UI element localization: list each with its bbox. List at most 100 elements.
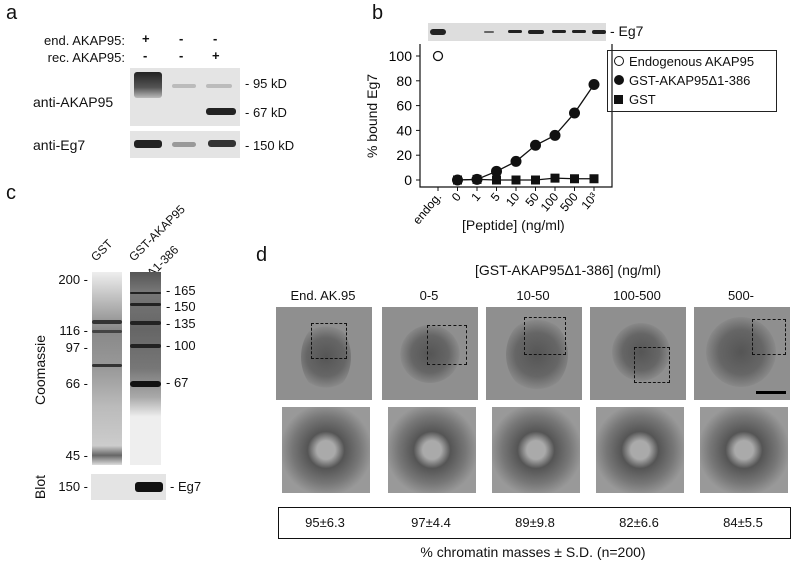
data-point-gst-akap95: [530, 139, 541, 151]
caption: % chromatin masses ± S.D. (n=200): [420, 544, 646, 560]
panel-d-title: [GST-AKAP95Δ1-386] (ng/ml): [475, 262, 661, 278]
data-point-gst: [492, 175, 501, 185]
sign: -: [179, 48, 184, 63]
marker-165: - 165: [166, 283, 196, 298]
chromatin-value: 97±4.4: [411, 515, 451, 530]
y-tick-label: 0: [404, 172, 412, 188]
data-point-gst-akap95: [491, 165, 502, 177]
western-blot-akap95: [130, 68, 240, 126]
zoom-region-box: [427, 325, 467, 365]
x-tick-label: 5: [488, 190, 503, 204]
filled-square-icon: [614, 95, 623, 104]
values-box: [278, 507, 791, 539]
x-tick-label: 500: [557, 190, 581, 215]
marker-150kd: - 150 kD: [245, 138, 295, 153]
sign: +: [212, 48, 220, 63]
panel-label-c: c: [6, 182, 16, 204]
blot-label-akap95: anti-AKAP95: [33, 94, 114, 110]
scale-bar: [756, 391, 786, 394]
y-tick-label: 80: [396, 73, 412, 89]
data-point-gst: [453, 175, 462, 185]
data-point-gst: [511, 175, 521, 185]
marker-66: 66 -: [65, 376, 88, 391]
magnified-micrograph: [700, 407, 788, 493]
series-line: [457, 84, 595, 181]
zoom-region-box: [311, 323, 347, 359]
zoom-region-box: [752, 319, 786, 355]
x-tick-label: 10³: [578, 190, 600, 212]
chromatin-mass: [400, 325, 460, 383]
chromatin-mass: [706, 317, 776, 387]
chromatin-mass: [612, 323, 670, 381]
marker-116: 116 -: [59, 323, 88, 338]
chromatin-value: 89±9.8: [515, 515, 555, 530]
y-tick-label: 100: [389, 48, 413, 64]
marker-67kd: - 67 kD: [245, 105, 287, 120]
legend: Endogenous AKAP95 GST-AKAP95Δ1-386 GST: [607, 50, 777, 112]
magnified-micrograph: [596, 407, 684, 493]
data-point-endogenous: [432, 50, 444, 62]
x-tick-label: 0: [449, 190, 464, 204]
x-tick-label: 1: [468, 190, 483, 204]
x-axis-label: [Peptide] (ng/ml): [462, 217, 565, 233]
zoom-region-box: [634, 347, 670, 383]
panel-label-b: b: [372, 2, 384, 24]
open-circle-icon: [614, 56, 624, 66]
column-header: 500-: [727, 288, 755, 303]
data-point-gst-akap95: [569, 107, 580, 119]
coomassie-lane-gst-akap95: [130, 272, 161, 465]
sign: -: [213, 31, 218, 46]
x-tick-label: endog.: [410, 190, 444, 227]
y-axis-label: % bound Eg7: [364, 73, 380, 159]
legend-endogenous: Endogenous AKAP95: [629, 54, 755, 69]
marker-150: - 150: [166, 299, 196, 314]
blot-label-eg7: anti-Eg7: [33, 137, 86, 153]
x-tick-label: 10: [503, 190, 523, 209]
blot-strip: [91, 474, 166, 500]
micrograph: [276, 307, 372, 400]
column-header: 0-5: [419, 288, 439, 303]
data-point-gst: [531, 175, 540, 185]
row-label-end: end. AKAP95:: [44, 33, 125, 48]
marker-eg7: - Eg7: [170, 479, 202, 494]
marker-200: 200 -: [58, 272, 88, 287]
marker-100: - 100: [166, 338, 196, 353]
data-point-gst-akap95: [510, 155, 522, 167]
pulldown-blot: [428, 23, 606, 41]
coomassie-label: Coomassie: [32, 334, 48, 406]
legend-gst: GST: [629, 92, 656, 107]
column-header: 10-50: [516, 288, 550, 303]
zoom-region-box: [524, 317, 566, 355]
marker-blot-150: 150 -: [58, 479, 88, 494]
x-tick-label: 100: [538, 190, 562, 215]
data-point-gst: [589, 174, 599, 184]
eg7-label: - Eg7: [610, 23, 644, 39]
marker-67: - 67: [166, 375, 189, 390]
data-point-gst: [550, 173, 560, 183]
coomassie-lane-gst: [92, 272, 122, 465]
filled-circle-icon: [614, 75, 624, 85]
legend-gst-akap95: GST-AKAP95Δ1-386: [629, 73, 751, 88]
data-point-gst-akap95: [588, 79, 600, 91]
micrograph: [382, 307, 478, 400]
y-tick-label: 40: [396, 122, 412, 138]
panel-label-a: a: [6, 2, 18, 24]
data-point-gst: [472, 174, 482, 184]
chromatin-value: 84±5.5: [723, 515, 763, 530]
western-blot-eg7: [130, 131, 240, 158]
data-point-gst-akap95: [549, 129, 561, 141]
micrograph: [694, 307, 790, 400]
magnified-micrograph: [388, 407, 476, 493]
marker-45: 45 -: [65, 448, 88, 463]
data-point-gst: [570, 174, 579, 184]
y-tick-label: 60: [396, 98, 412, 114]
chromatin-value: 95±6.3: [305, 515, 345, 530]
sign: -: [143, 48, 148, 63]
column-header: 100-500: [613, 288, 661, 303]
magnified-micrograph: [282, 407, 370, 493]
magnified-micrograph: [492, 407, 580, 493]
marker-95kd: - 95 kD: [245, 76, 287, 91]
micrograph: [590, 307, 686, 400]
